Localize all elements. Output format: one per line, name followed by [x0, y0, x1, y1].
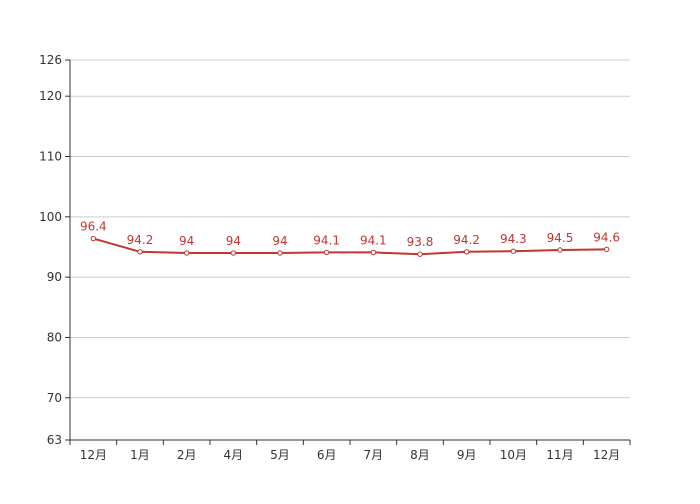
- data-point[interactable]: [417, 251, 423, 257]
- data-label: 94.2: [127, 233, 154, 247]
- data-label: 94: [179, 234, 194, 248]
- data-point[interactable]: [230, 250, 237, 256]
- data-label: 94.2: [453, 233, 480, 247]
- y-tick-label: 120: [39, 89, 62, 103]
- data-point[interactable]: [370, 249, 377, 256]
- y-tick-label: 70: [47, 391, 62, 405]
- x-tick-label: 9月: [457, 448, 477, 462]
- x-tick-label: 5月: [270, 448, 290, 462]
- x-tick-label: 2月: [177, 448, 197, 462]
- data-label: 94.1: [360, 233, 387, 247]
- series-layer: [90, 235, 610, 257]
- data-label: 94: [226, 234, 241, 248]
- y-tick-label: 100: [39, 210, 62, 224]
- y-tick-label: 63: [47, 433, 62, 447]
- data-point[interactable]: [323, 249, 330, 256]
- y-tick-label: 80: [47, 330, 62, 344]
- data-label: 93.8: [407, 235, 434, 249]
- y-tick-label: 126: [39, 53, 62, 67]
- data-point[interactable]: [183, 250, 190, 256]
- x-tick-label: 4月: [224, 448, 244, 462]
- series-line: [93, 237, 607, 256]
- x-tick-label: 6月: [317, 448, 337, 462]
- data-point[interactable]: [137, 249, 143, 255]
- x-tick-label: 1月: [130, 448, 150, 462]
- x-tick-label: 12月: [80, 448, 107, 462]
- data-point[interactable]: [603, 246, 610, 253]
- data-label: 94: [272, 234, 287, 248]
- data-point[interactable]: [510, 248, 517, 254]
- data-label: 94.5: [547, 231, 574, 245]
- x-tick-label: 11月: [546, 448, 573, 462]
- x-tick-label: 10月: [500, 448, 527, 462]
- y-tick-label: 110: [39, 150, 62, 164]
- data-point[interactable]: [557, 247, 563, 253]
- data-label: 96.4: [80, 220, 107, 234]
- data-labels: 96.4 94.2 94 94 94 94.1 94.1 93.8 94.2 94.3 94.5 94…: [80, 220, 620, 250]
- grid-lines: [70, 59, 630, 399]
- x-tick-label: 8月: [410, 448, 430, 462]
- data-point[interactable]: [463, 249, 470, 255]
- x-tick-label: 7月: [364, 448, 384, 462]
- data-label: 94.6: [593, 230, 620, 244]
- data-label: 94.3: [500, 232, 527, 246]
- axes: 63 70 80 90 100 110 120 126 12月 1月 2月 4月 5月 6月 7月 8月 9月 1…: [39, 53, 631, 462]
- y-tick-label: 90: [47, 270, 62, 284]
- x-tick-label: 12月: [593, 448, 620, 462]
- data-point[interactable]: [277, 250, 283, 256]
- data-point[interactable]: [90, 235, 97, 242]
- data-label: 94.1: [313, 233, 340, 247]
